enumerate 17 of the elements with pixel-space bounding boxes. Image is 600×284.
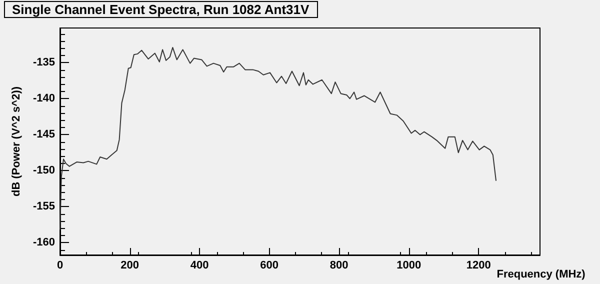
y-tick-label: -150 <box>32 164 55 177</box>
x-tick-label: 1000 <box>396 260 422 272</box>
x-tick-label: 1200 <box>466 260 491 272</box>
line-series <box>60 46 497 230</box>
y-tick-label: -135 <box>32 56 55 69</box>
x-tick-label: 400 <box>190 260 209 272</box>
y-tick-label: -145 <box>32 128 55 141</box>
x-tick-label: 600 <box>260 260 278 272</box>
chart-title: Single Channel Event Spectra, Run 1082 Ant31V <box>12 2 310 17</box>
y-axis-title: dB (Power (V^2 s^2)) <box>10 86 22 197</box>
x-axis-title: Frequency (MHz) <box>496 268 586 280</box>
x-tick-label: 800 <box>330 260 348 272</box>
y-tick-label: -160 <box>32 236 55 249</box>
x-tick-label: 200 <box>120 260 139 272</box>
y-tick-label: -155 <box>32 200 55 213</box>
y-tick-label: -140 <box>32 92 55 105</box>
x-tick-label: 0 <box>56 260 64 272</box>
